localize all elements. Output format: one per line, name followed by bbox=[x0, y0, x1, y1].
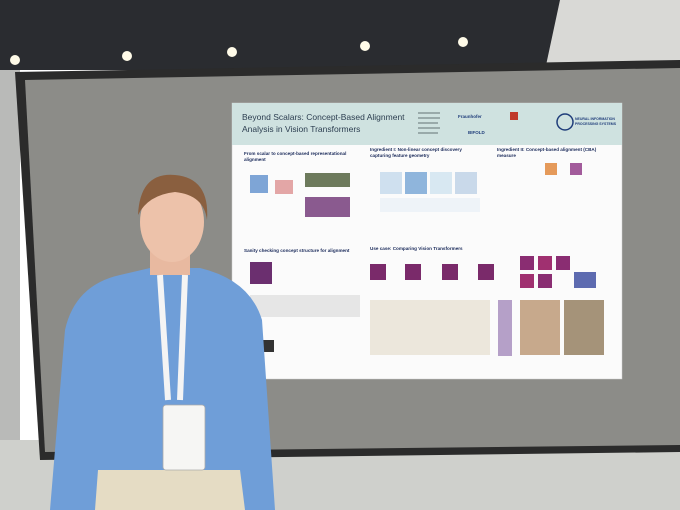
poster: Beyond Scalars: Concept-Based Alignment … bbox=[231, 102, 623, 380]
background-hall bbox=[0, 70, 20, 510]
section-heading: capturing feature geometry bbox=[370, 153, 430, 158]
hair bbox=[138, 174, 208, 220]
badge bbox=[162, 404, 206, 471]
logo-tu bbox=[510, 112, 518, 120]
section-heading: From scalar to concept-based representat… bbox=[244, 151, 346, 156]
logo-text: Fraunhofer bbox=[458, 114, 482, 119]
section-heading: Use case: Comparing Vision Transformers bbox=[370, 246, 463, 251]
wall bbox=[545, 0, 680, 70]
logo-neurips bbox=[556, 113, 574, 131]
face bbox=[140, 182, 204, 262]
logo-text: NEURAL INFORMATION bbox=[575, 117, 615, 121]
ceiling-lights bbox=[10, 37, 468, 65]
section-heading: Ingredient II: Concept-based alignment (… bbox=[497, 147, 597, 152]
section-heading: alignment bbox=[244, 157, 266, 162]
lanyard bbox=[157, 274, 188, 401]
author-list bbox=[418, 112, 440, 134]
figure-thumbnails bbox=[250, 163, 604, 356]
section-heading: Ingredient I: Non-linear concept discove… bbox=[370, 147, 462, 152]
section-heading: measure bbox=[497, 153, 516, 158]
shirt bbox=[50, 268, 275, 510]
logo-text: BIFOLD bbox=[468, 130, 485, 135]
logo-text: PROCESSING SYSTEMS bbox=[575, 122, 617, 126]
section-heading: Sanity checking concept structure for al… bbox=[244, 248, 350, 253]
person bbox=[50, 174, 275, 510]
poster-title: Beyond Scalars: Concept-Based Alignment bbox=[242, 112, 405, 122]
trousers bbox=[95, 470, 245, 510]
poster-title: Analysis in Vision Transformers bbox=[242, 124, 360, 134]
